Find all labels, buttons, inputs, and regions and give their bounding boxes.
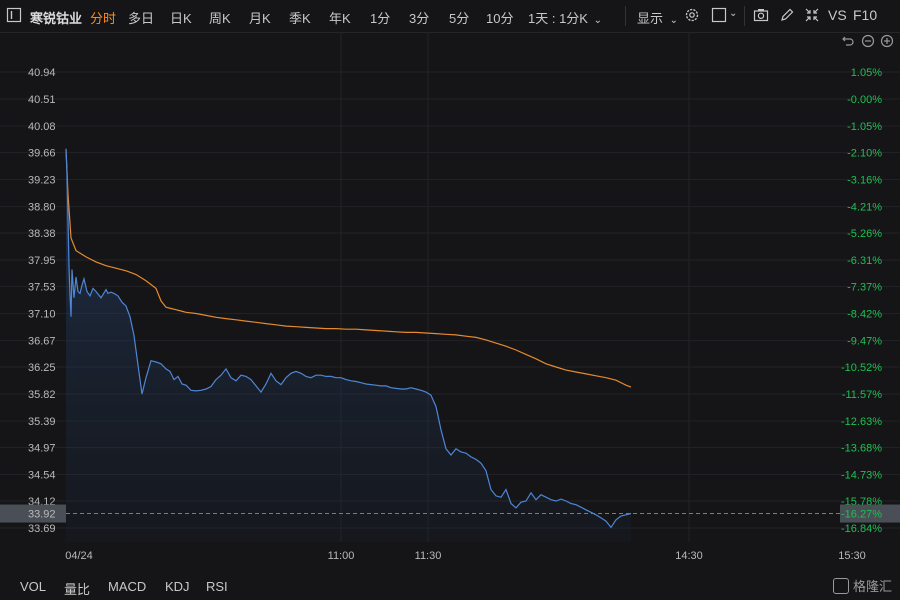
time-axis: 04/24 11:00 11:30 14:30 15:30	[65, 550, 866, 562]
average-price-line	[65, 149, 632, 388]
zoom-in-icon[interactable]	[880, 34, 894, 48]
indicator-kdj[interactable]: KDJ	[165, 579, 190, 594]
percent-axis: 1.05% -0.00% -1.05% -2.10% -3.16% -4.21% -5.26…	[841, 67, 882, 535]
price-tick-label: 38.80	[28, 202, 56, 214]
tab-multi-day[interactable]: 多日	[128, 11, 155, 26]
tab-5min[interactable]: 5分	[449, 11, 470, 26]
sidebar-toggle-icon[interactable]	[6, 7, 22, 23]
current-price-marker: 33.92 -16.27%	[0, 504, 900, 523]
percent-tick-label: -0.00%	[847, 94, 882, 106]
percent-tick-label: -6.31%	[847, 255, 882, 267]
current-price-box	[0, 504, 66, 523]
price-tick-label: 39.66	[28, 148, 56, 160]
toolbar-divider	[625, 6, 626, 26]
percent-tick-label: -2.10%	[847, 148, 882, 160]
vs-button[interactable]: VS	[828, 7, 847, 23]
price-tick-label: 37.53	[28, 281, 56, 293]
percent-tick-label: -8.42%	[847, 309, 882, 321]
percent-tick-label: -3.16%	[847, 175, 882, 187]
percent-tick-label: -12.63%	[841, 416, 882, 428]
percent-tick-label: -1.05%	[847, 121, 882, 133]
time-tick-label: 15:30	[838, 550, 866, 562]
undo-icon[interactable]	[841, 34, 855, 48]
percent-tick-label: -10.52%	[841, 362, 882, 374]
box-select-icon[interactable]	[711, 7, 727, 23]
price-tick-label: 35.39	[28, 416, 56, 428]
indicator-volume-ratio[interactable]: 量比	[64, 582, 91, 597]
f10-button[interactable]: F10	[853, 7, 878, 23]
tab-quarterly-k[interactable]: 季K	[289, 11, 311, 26]
price-tick-label: 40.08	[28, 121, 56, 133]
indicator-rsi[interactable]: RSI	[206, 579, 228, 594]
percent-tick-label: -7.37%	[847, 281, 882, 293]
tab-1min[interactable]: 1分	[370, 11, 391, 26]
price-tick-label: 36.67	[28, 336, 56, 348]
current-price-label: 33.92	[28, 509, 56, 521]
price-tick-label: 37.95	[28, 255, 56, 267]
time-tick-label: 14:30	[675, 550, 703, 562]
watermark-logo: 格隆汇	[832, 576, 892, 595]
price-tick-label: 34.54	[28, 470, 56, 482]
intraday-chart[interactable]: 40.94 40.51 40.08 39.66 39.23 38.80 38.38 37.95…	[0, 32, 900, 572]
chart-toolbar: 寒锐钴业 分时 多日 日K 周K 月K 季K 年K 1分 3分 5分 10分 1…	[0, 0, 900, 33]
indicator-bar: VOL 量比 MACD KDJ RSI 格隆汇	[0, 572, 900, 600]
percent-tick-label: 1.05%	[851, 67, 882, 79]
period-select[interactable]: 1天 : 1分K ⌄	[528, 8, 602, 27]
price-line	[65, 148, 632, 529]
period-select-label: 1天 : 1分K	[528, 11, 588, 26]
tab-daily-k[interactable]: 日K	[170, 11, 192, 26]
compress-icon[interactable]	[804, 7, 820, 23]
time-tick-label: 11:30	[415, 550, 442, 562]
price-tick-label: 33.69	[28, 523, 56, 535]
current-percent-label: -16.27%	[841, 509, 882, 521]
price-tick-label: 37.10	[28, 309, 56, 321]
tab-intraday[interactable]: 分时	[90, 11, 117, 26]
price-area-fill	[66, 148, 631, 542]
tab-10min[interactable]: 10分	[486, 11, 514, 26]
time-tick-label: 11:00	[328, 550, 355, 562]
camera-icon[interactable]	[753, 7, 769, 23]
gear-icon[interactable]	[684, 7, 700, 23]
percent-tick-label: -11.57%	[842, 389, 882, 401]
chevron-down-icon: ⌄	[669, 15, 679, 26]
percent-tick-label: -16.84%	[841, 523, 882, 535]
indicator-vol[interactable]: VOL	[20, 579, 47, 594]
zoom-out-icon[interactable]	[861, 34, 875, 48]
current-percent-box	[840, 504, 900, 523]
percent-tick-label: -14.73%	[841, 470, 882, 482]
percent-tick-label: -4.21%	[847, 202, 882, 214]
time-tick-label: 04/24	[65, 550, 93, 562]
price-tick-label: 40.51	[28, 94, 56, 106]
chevron-down-icon: ⌄	[593, 15, 602, 26]
toolbar-divider	[744, 6, 745, 26]
stock-name[interactable]: 寒锐钴业	[30, 11, 83, 26]
price-tick-label: 35.82	[28, 389, 56, 401]
price-tick-label: 39.23	[28, 175, 56, 187]
percent-tick-label: -5.26%	[847, 228, 882, 240]
price-tick-label: 36.25	[28, 362, 56, 374]
price-tick-label: 40.94	[28, 67, 56, 79]
percent-tick-label: -13.68%	[841, 442, 882, 454]
watermark-text: 格隆汇	[852, 579, 892, 594]
display-menu[interactable]: 显示 ⌄	[637, 8, 678, 27]
logo-icon	[832, 578, 849, 594]
display-menu-label: 显示	[637, 11, 664, 26]
pencil-icon[interactable]	[779, 7, 795, 23]
tab-monthly-k[interactable]: 月K	[249, 11, 271, 26]
price-tick-label: 34.97	[28, 442, 56, 454]
indicator-macd[interactable]: MACD	[108, 579, 147, 594]
tab-weekly-k[interactable]: 周K	[209, 11, 231, 26]
percent-tick-label: -9.47%	[847, 336, 882, 348]
price-tick-label: 38.38	[28, 228, 56, 240]
tab-3min[interactable]: 3分	[409, 11, 430, 26]
chevron-down-icon[interactable]: ⌄	[729, 8, 738, 19]
tab-yearly-k[interactable]: 年K	[329, 11, 351, 26]
price-axis: 40.94 40.51 40.08 39.66 39.23 38.80 38.38 37.95…	[28, 67, 56, 535]
